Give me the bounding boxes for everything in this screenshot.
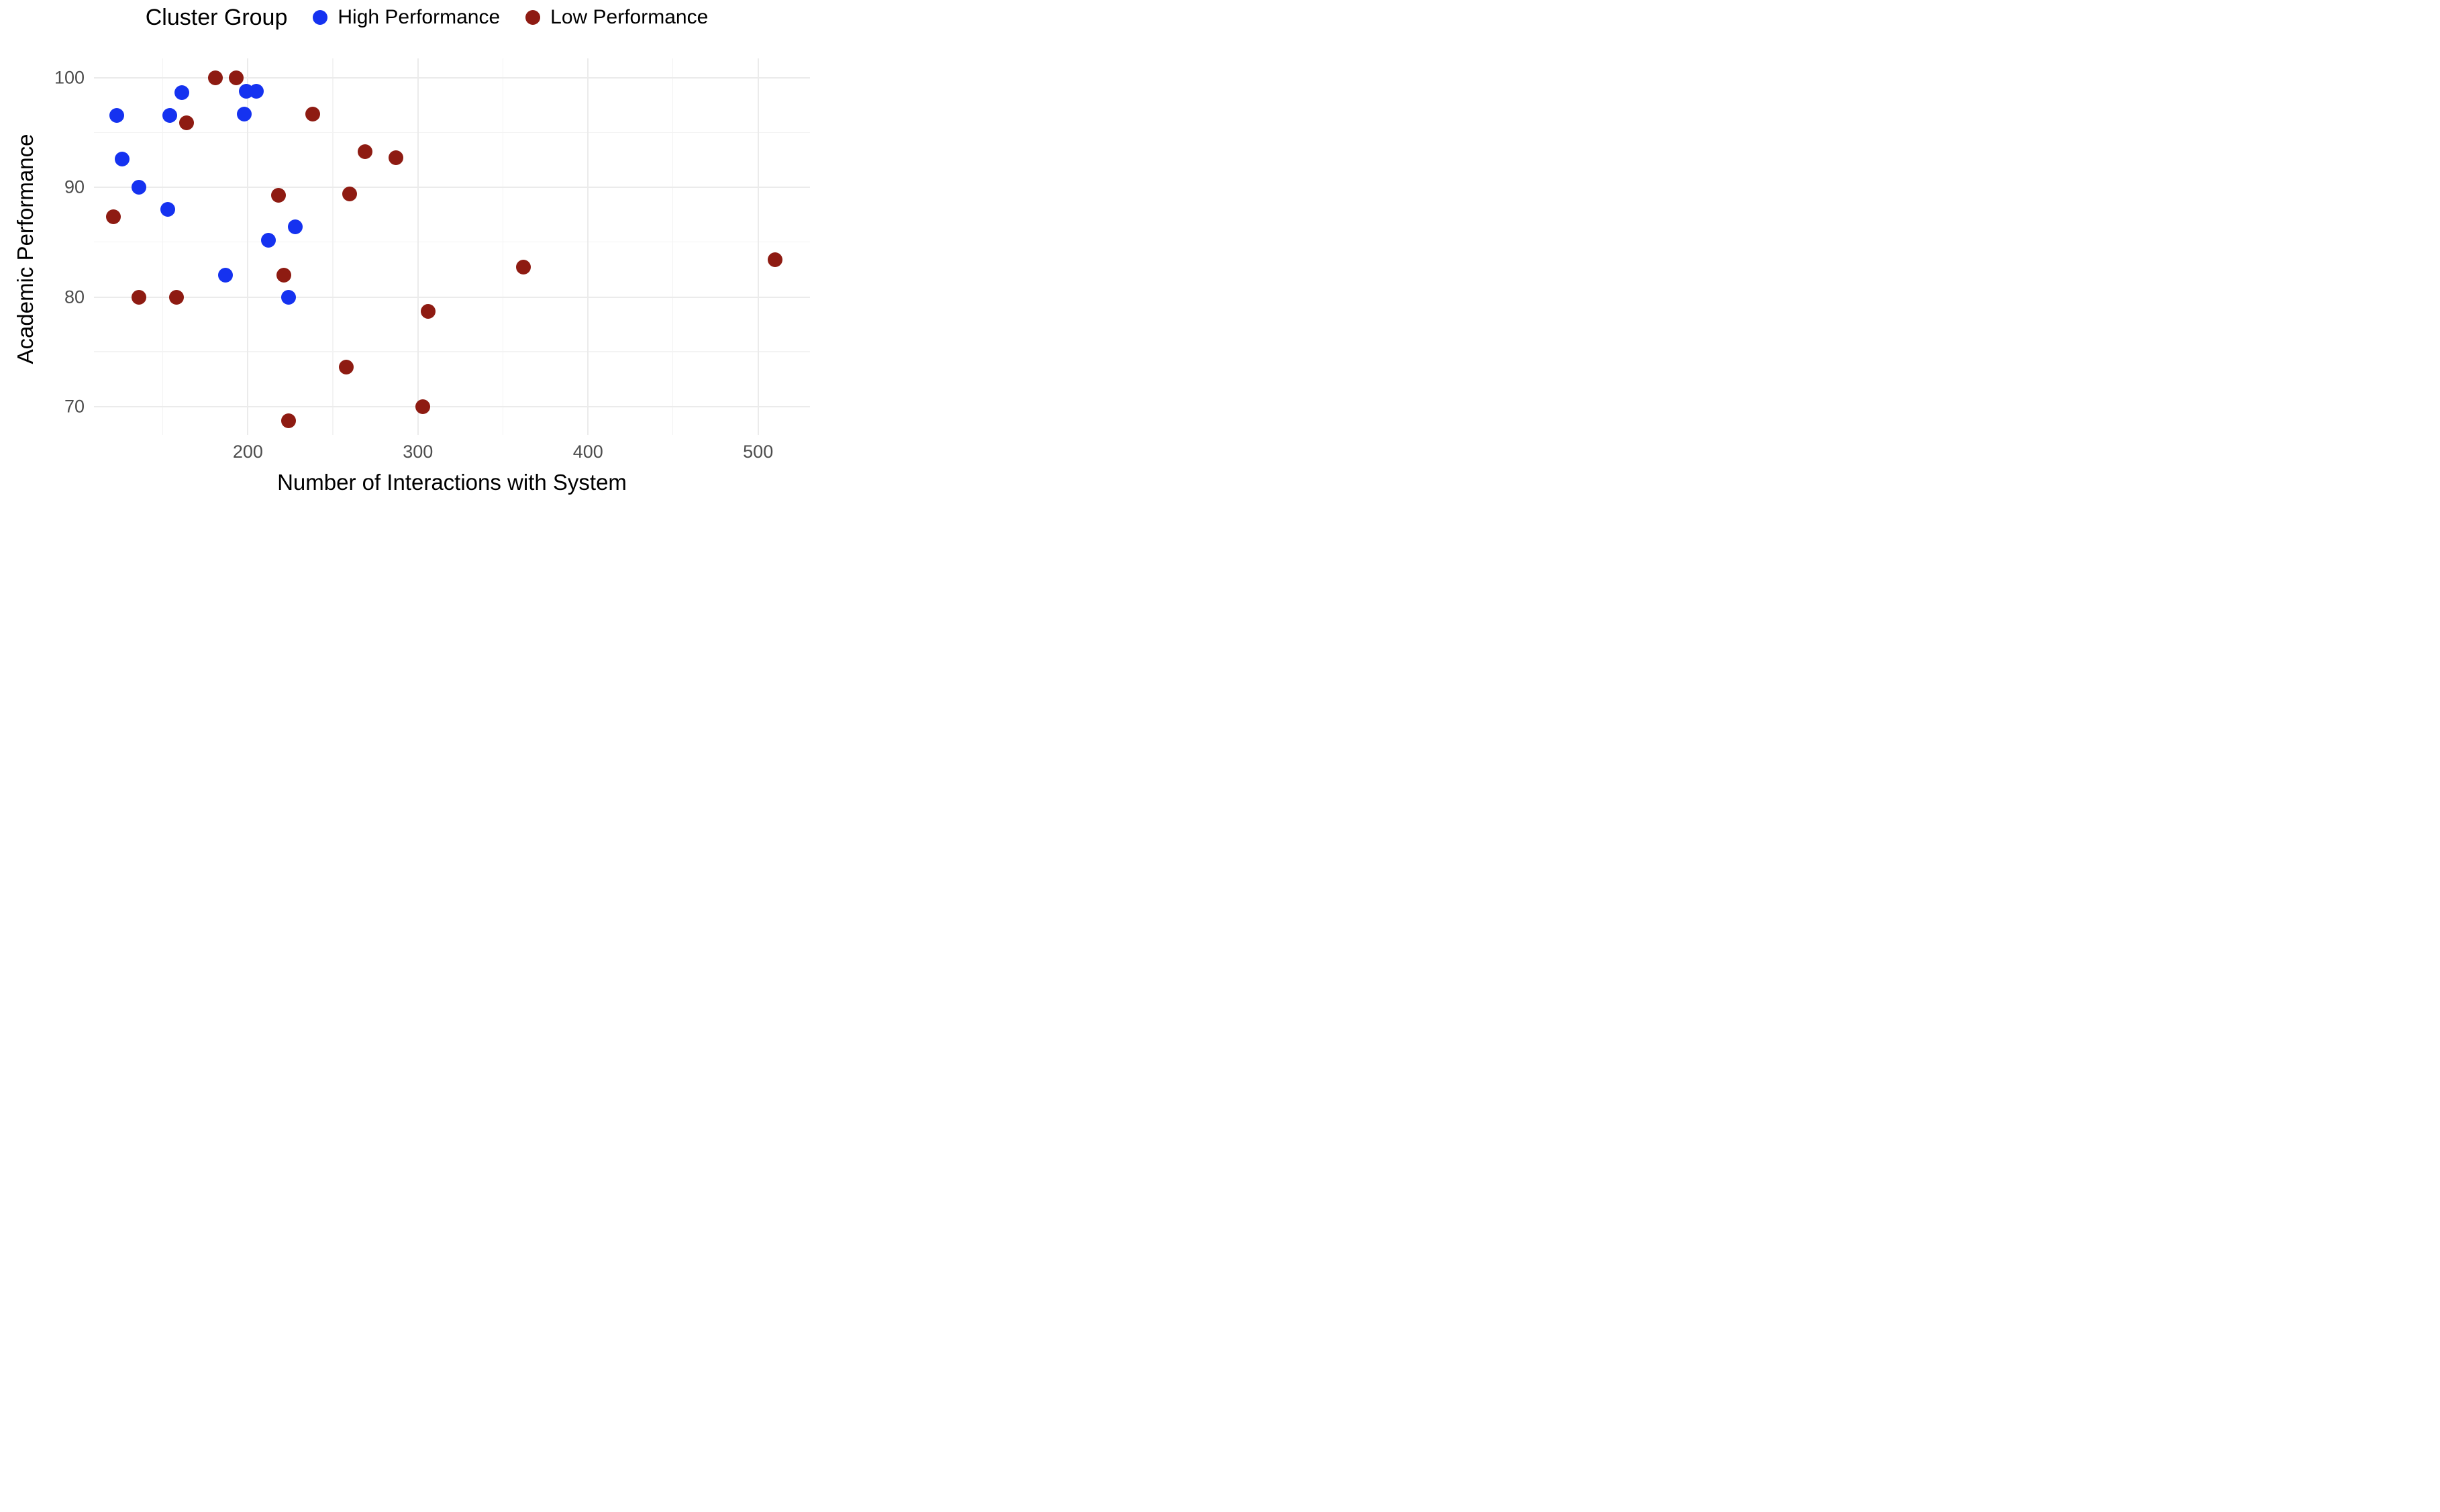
- gridline-y-major: [94, 405, 810, 407]
- data-point-high-performance: [160, 202, 176, 217]
- data-point-low-performance: [281, 413, 297, 428]
- y-tick-label: 90: [64, 177, 85, 197]
- legend-item-high-performance: High Performance: [313, 6, 500, 29]
- data-point-low-performance: [228, 70, 244, 86]
- data-point-low-performance: [305, 107, 320, 122]
- y-tick-label: 70: [64, 396, 85, 417]
- data-point-low-performance: [270, 187, 286, 203]
- data-point-low-performance: [415, 399, 431, 414]
- data-point-high-performance: [162, 107, 177, 123]
- data-point-low-performance: [106, 209, 121, 225]
- plot-panel: [94, 58, 810, 435]
- y-tick-label: 80: [64, 287, 85, 307]
- data-point-low-performance: [358, 144, 373, 159]
- data-point-low-performance: [515, 260, 531, 275]
- data-point-low-performance: [179, 115, 195, 131]
- legend-item-label: Low Performance: [550, 6, 709, 28]
- data-point-high-performance: [249, 83, 264, 99]
- legend-item-label: High Performance: [338, 6, 501, 28]
- data-point-low-performance: [342, 187, 358, 202]
- x-tick-label: 200: [232, 442, 263, 462]
- legend-item-low-performance: Low Performance: [525, 6, 708, 29]
- x-axis-title: Number of Interactions with System: [277, 470, 627, 495]
- data-point-low-performance: [276, 267, 291, 283]
- data-point-high-performance: [114, 152, 130, 167]
- data-point-high-performance: [174, 85, 189, 100]
- gridline-y-major: [94, 77, 810, 79]
- data-point-low-performance: [388, 150, 403, 166]
- x-tick-label: 400: [572, 442, 603, 462]
- data-point-high-performance: [237, 107, 252, 122]
- data-point-high-performance: [109, 107, 125, 123]
- legend-dot-high-performance-icon: [313, 10, 328, 25]
- gridline-x-major: [757, 58, 759, 435]
- data-point-low-performance: [132, 289, 147, 305]
- gridline-y-major: [94, 296, 810, 298]
- gridline-x-major: [247, 58, 249, 435]
- gridline-x-minor: [502, 58, 504, 435]
- legend-title: Cluster Group: [145, 4, 288, 30]
- data-point-high-performance: [288, 219, 303, 235]
- y-axis-title: Academic Performance: [13, 134, 38, 364]
- data-point-high-performance: [281, 289, 297, 305]
- data-point-high-performance: [132, 180, 147, 195]
- gridline-y-major: [94, 187, 810, 189]
- y-tick-label: 100: [54, 67, 85, 88]
- data-point-low-performance: [208, 70, 223, 86]
- data-point-high-performance: [218, 267, 234, 283]
- gridline-x-minor: [672, 58, 674, 435]
- gridline-y-minor: [94, 132, 810, 134]
- gridline-x-major: [587, 58, 589, 435]
- x-tick-label: 500: [743, 442, 774, 462]
- data-point-high-performance: [260, 232, 276, 248]
- gridline-y-minor: [94, 351, 810, 352]
- gridline-x-major: [417, 58, 419, 435]
- legend-dot-low-performance-icon: [525, 10, 541, 25]
- legend: Cluster Group High Performance Low Perfo…: [0, 0, 813, 35]
- gridline-x-minor: [332, 58, 334, 435]
- gridline-x-minor: [162, 58, 164, 435]
- x-tick-label: 300: [403, 442, 434, 462]
- data-point-low-performance: [768, 252, 783, 268]
- data-point-low-performance: [421, 303, 436, 319]
- gridline-y-minor: [94, 241, 810, 243]
- data-point-low-performance: [339, 359, 354, 374]
- scatter-plot-figure: Cluster Group High Performance Low Perfo…: [0, 0, 813, 504]
- data-point-low-performance: [168, 289, 184, 305]
